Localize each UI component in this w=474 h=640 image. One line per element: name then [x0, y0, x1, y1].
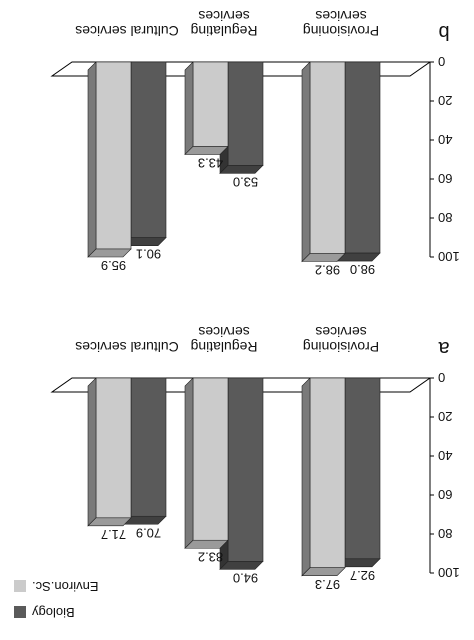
bar-environ-sc-regulating-services — [192, 61, 229, 147]
legend-swatch-biology — [14, 606, 26, 618]
bar-side-environ-sc-cultural-services — [87, 377, 97, 527]
bar-environ-sc-regulating-services — [192, 377, 229, 541]
y-tick-label: 80 — [438, 210, 452, 225]
data-label: 83.2 — [198, 549, 223, 564]
bar-top-environ-sc-regulating-services — [184, 146, 229, 155]
category-label-regulating-services: services — [198, 8, 249, 24]
category-label-provisioning-services: services — [315, 324, 366, 340]
bar-side-environ-sc-cultural-services — [87, 61, 97, 258]
data-label: 97.3 — [315, 577, 340, 592]
category-label-cultural-services: Cultural services — [75, 339, 178, 355]
y-tick-label: 60 — [438, 171, 452, 186]
bar-biology-cultural-services — [130, 61, 167, 238]
bar-side-environ-sc-provisioning-services — [301, 377, 311, 577]
y-tick-label: 20 — [438, 409, 452, 424]
data-label: 53.0 — [233, 174, 258, 189]
y-tick-label: 60 — [438, 487, 452, 502]
y-tick-label: 100 — [438, 249, 460, 264]
bar-top-environ-sc-regulating-services — [184, 539, 229, 549]
legend: Biology Environ.Sc. — [14, 579, 98, 620]
y-tick-label: 40 — [438, 448, 452, 463]
bar-side-environ-sc-regulating-services — [184, 61, 194, 156]
data-label: 98.2 — [315, 262, 340, 277]
category-label-regulating-services: services — [198, 324, 249, 340]
category-label-provisioning-services: services — [315, 8, 366, 24]
bar-biology-provisioning-services — [344, 377, 381, 560]
chart-panel-b: 0 20 40 60 80 100 98.0 53.0 90.1 98.2 43.3 95.9 Prov… — [50, 8, 460, 277]
chart-panel-a: 0 20 40 60 80 100 92.7 94.0 70.9 97.3 83.2 71.7 Prov… — [50, 324, 460, 592]
bar-top-environ-sc-cultural-services — [87, 517, 132, 527]
legend-label-biology: Biology — [32, 605, 75, 620]
y-tick-label: 0 — [438, 370, 445, 385]
data-label: 43.3 — [198, 155, 223, 170]
bar-side-environ-sc-provisioning-services — [301, 61, 311, 263]
y-tick-label: 0 — [438, 54, 445, 69]
bar-top-environ-sc-provisioning-services — [301, 567, 346, 577]
bar-top-biology-regulating-services — [219, 561, 264, 570]
bar-biology-cultural-services — [130, 377, 167, 517]
data-label: 98.0 — [350, 262, 375, 277]
y-tick-label: 80 — [438, 526, 452, 541]
bar-side-environ-sc-regulating-services — [184, 377, 194, 549]
bar-biology-provisioning-services — [344, 61, 381, 254]
panel-label-a: a — [438, 337, 450, 359]
legend-label-environ: Environ.Sc. — [32, 579, 98, 594]
data-label: 92.7 — [350, 568, 375, 583]
bar-top-environ-sc-provisioning-services — [301, 253, 346, 262]
category-label-cultural-services: Cultural services — [75, 23, 178, 39]
bar-top-environ-sc-cultural-services — [87, 248, 132, 258]
category-label-provisioning-services: Provisioning — [303, 23, 379, 39]
category-label-regulating-services: Regulating — [191, 339, 258, 355]
legend-swatch-environ — [14, 580, 26, 592]
bar-biology-regulating-services — [227, 377, 264, 562]
category-label-provisioning-services: Provisioning — [303, 339, 379, 355]
bar-environ-sc-provisioning-services — [309, 61, 346, 254]
panel-label-b: b — [438, 21, 449, 43]
bar-environ-sc-provisioning-services — [309, 377, 346, 569]
bar-top-biology-regulating-services — [219, 165, 264, 174]
data-label: 70.9 — [136, 525, 161, 540]
data-label: 94.0 — [233, 570, 258, 585]
y-tick-label: 100 — [438, 565, 460, 580]
data-label: 90.1 — [136, 247, 161, 262]
category-label-regulating-services: Regulating — [191, 23, 258, 39]
plot-back-plane — [50, 377, 432, 393]
bar-environ-sc-cultural-services — [95, 377, 132, 519]
data-label: 71.7 — [101, 527, 126, 542]
bar-biology-regulating-services — [227, 61, 264, 166]
plot-back-plane — [50, 61, 432, 77]
bar-environ-sc-cultural-services — [95, 61, 132, 250]
data-label: 95.9 — [101, 258, 126, 273]
y-tick-label: 20 — [438, 93, 452, 108]
y-tick-label: 40 — [438, 132, 452, 147]
